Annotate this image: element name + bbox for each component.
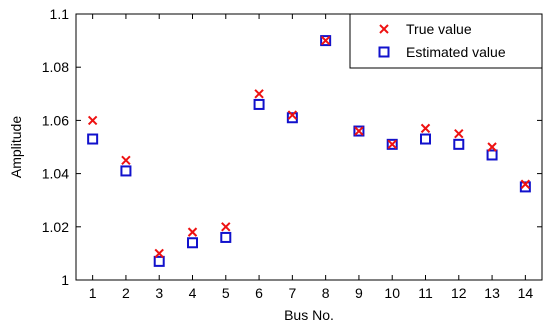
true-value-point — [87, 115, 98, 126]
x-tick-label: 2 — [122, 285, 130, 301]
estimated-value-point — [453, 138, 465, 150]
marker-stroke — [254, 89, 264, 99]
true-value-point — [154, 248, 164, 259]
x-tick-label: 12 — [451, 285, 467, 301]
true-value-point — [221, 222, 231, 232]
true-value-point — [387, 139, 397, 150]
x-tick-label: 1 — [89, 285, 97, 301]
estimated-value-point — [286, 112, 298, 124]
legend-marker-true-value — [379, 24, 389, 34]
legend-label: Estimated value — [406, 44, 506, 60]
marker-stroke — [287, 110, 298, 120]
marker-stroke — [221, 222, 231, 232]
estimated-value-point — [320, 35, 332, 47]
true-value-point — [520, 179, 531, 189]
estimated-value-point — [353, 125, 365, 137]
marker-stroke — [154, 248, 164, 259]
y-tick-label: 1.04 — [42, 166, 69, 182]
x-tick-label: 13 — [484, 285, 500, 301]
legend-label: True value — [406, 21, 472, 37]
x-tick-label: 11 — [418, 285, 433, 301]
x-tick-label: 7 — [288, 285, 296, 301]
marker-stroke — [420, 123, 431, 134]
marker-stroke — [121, 155, 131, 166]
legend-marker-estimated-value — [378, 46, 390, 58]
y-tick-label: 1.02 — [42, 219, 69, 235]
marker-stroke — [454, 128, 464, 139]
true-value-point — [254, 89, 264, 99]
true-value-point — [487, 142, 497, 152]
y-tick-label: 1 — [61, 272, 69, 288]
x-tick-label: 4 — [189, 285, 197, 301]
true-value-point — [454, 128, 464, 139]
x-tick-label: 3 — [155, 285, 163, 301]
plot-frame — [75, 13, 543, 281]
y-tick-label: 1.1 — [50, 6, 70, 22]
marker-stroke — [520, 179, 531, 189]
legend-box — [349, 13, 543, 69]
marker-stroke — [87, 115, 98, 126]
marker-stroke — [379, 24, 389, 34]
y-tick-label: 1.08 — [42, 59, 69, 75]
marker-stroke — [187, 227, 198, 237]
estimated-value-point — [187, 237, 198, 249]
estimated-value-point — [153, 255, 165, 267]
x-tick-label: 6 — [255, 285, 263, 301]
x-tick-label: 5 — [222, 285, 230, 301]
x-axis-label: Bus No. — [284, 307, 334, 323]
marker-stroke — [487, 142, 497, 152]
true-value-point — [121, 155, 131, 166]
marker-stroke — [354, 126, 364, 136]
y-axis-label: Amplitude — [8, 116, 24, 178]
true-value-point — [420, 123, 431, 134]
true-value-point — [320, 35, 331, 46]
x-tick-label: 10 — [384, 285, 400, 301]
marker-stroke — [387, 139, 397, 150]
estimated-value-point — [420, 133, 431, 145]
marks-layer — [87, 35, 531, 267]
true-value-point — [354, 126, 364, 136]
legend: True value Estimated value — [349, 13, 543, 69]
x-tick-label: 9 — [355, 285, 363, 301]
estimated-value-point — [120, 165, 132, 177]
true-value-point — [287, 110, 298, 120]
marker-stroke — [320, 35, 331, 46]
x-tick-label: 8 — [322, 285, 330, 301]
estimated-value-point — [253, 98, 265, 110]
estimated-value-point — [519, 181, 531, 193]
estimated-value-point — [220, 231, 232, 243]
estimated-value-point — [486, 149, 498, 161]
y-tick-label: 1.06 — [42, 112, 69, 128]
estimated-value-point — [87, 133, 99, 145]
x-tick-label: 14 — [518, 285, 534, 301]
true-value-point — [187, 227, 198, 237]
estimated-value-point — [386, 138, 398, 150]
